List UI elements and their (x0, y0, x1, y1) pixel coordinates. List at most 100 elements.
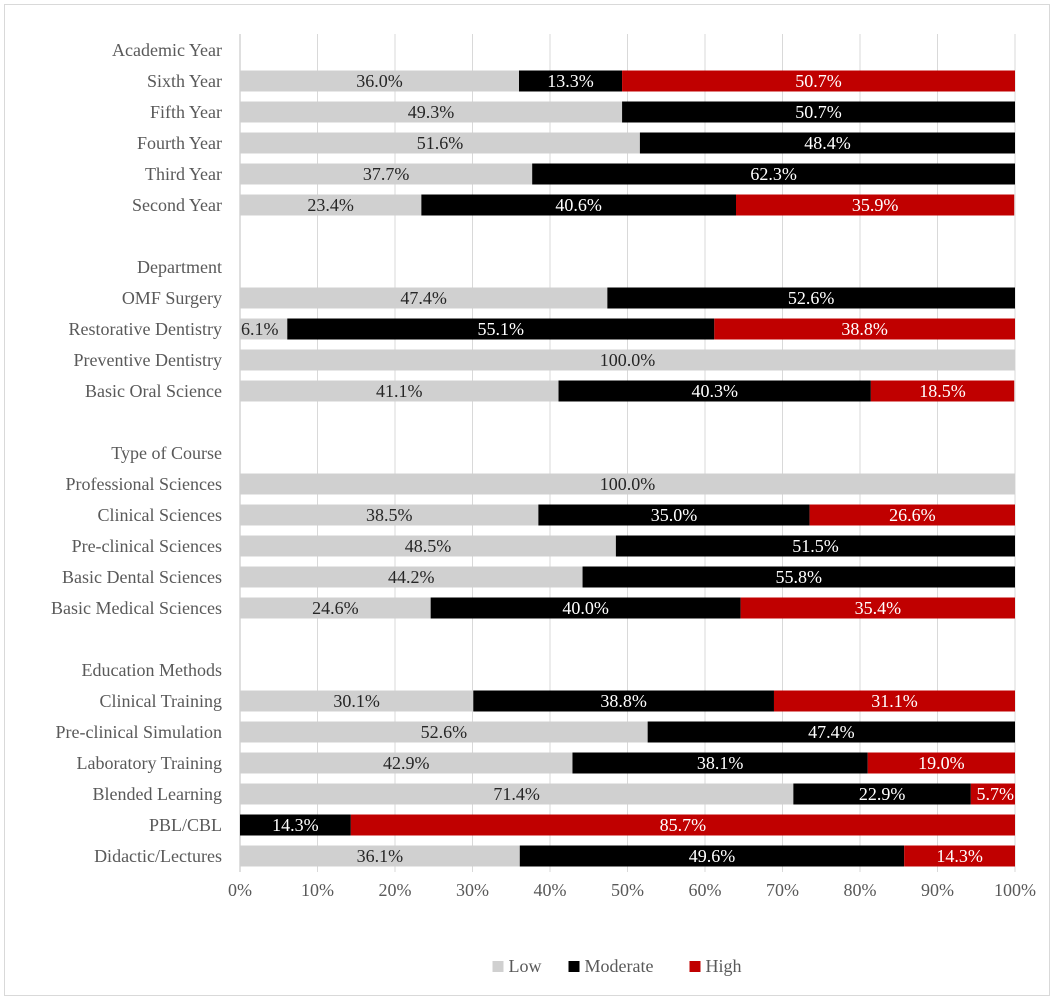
category-label: Pre-clinical Sciences (72, 536, 222, 556)
x-tick-label: 70% (766, 880, 799, 900)
bar-segment-moderate (473, 690, 774, 712)
bar-segment-moderate (430, 597, 741, 619)
x-tick-label: 0% (228, 880, 252, 900)
bar-segment-moderate (532, 163, 1015, 185)
data-label: 48.5% (405, 536, 452, 556)
bar-segment-low (240, 70, 519, 92)
bar-segment-high (714, 318, 1015, 340)
category-label: Basic Oral Science (85, 381, 222, 401)
data-label: 35.9% (852, 195, 899, 215)
bar-segment-low (240, 194, 422, 216)
bar-segment-moderate (519, 845, 905, 867)
data-label: 14.3% (272, 815, 319, 835)
data-label: 48.4% (804, 133, 851, 153)
data-label: 71.4% (493, 784, 540, 804)
data-label: 36.0% (356, 71, 403, 91)
group-header: Education Methods (82, 660, 222, 680)
legend-label: Low (509, 956, 542, 976)
category-label: Basic Medical Sciences (51, 598, 222, 618)
data-label: 40.3% (691, 381, 738, 401)
legend-label: High (706, 956, 742, 976)
bar-segment-high (773, 690, 1015, 712)
bar-segment-high (867, 752, 1015, 774)
data-label: 52.6% (421, 722, 468, 742)
x-tick-label: 60% (689, 880, 722, 900)
data-label: 30.1% (333, 691, 380, 711)
data-label: 23.4% (307, 195, 354, 215)
data-label: 13.3% (547, 71, 594, 91)
data-label: 50.7% (795, 102, 842, 122)
legend-label: Moderate (585, 956, 654, 976)
bar-segment-low (240, 101, 623, 123)
data-label: 40.0% (562, 598, 609, 618)
bar-segment-high (736, 194, 1015, 216)
data-label: 40.6% (555, 195, 602, 215)
data-label: 47.4% (400, 288, 447, 308)
bar-segment-moderate (647, 721, 1015, 743)
bar-segment-high (622, 70, 1015, 92)
bar-segment-moderate (572, 752, 868, 774)
data-label: 5.7% (977, 784, 1015, 804)
legend-swatch-low (492, 961, 504, 972)
data-label: 22.9% (859, 784, 906, 804)
bar-segment-low (240, 845, 520, 867)
data-label: 38.5% (366, 505, 413, 525)
data-label: 14.3% (936, 846, 983, 866)
data-label: 26.6% (889, 505, 936, 525)
bar-segment-low (240, 132, 640, 154)
category-label: PBL/CBL (149, 815, 222, 835)
data-label: 62.3% (750, 164, 797, 184)
bar-segment-moderate (558, 380, 871, 402)
data-label: 36.1% (357, 846, 404, 866)
data-label: 49.6% (689, 846, 736, 866)
data-label: 51.6% (417, 133, 464, 153)
bar-segment-moderate (287, 318, 715, 340)
bar-segment-low (240, 566, 583, 588)
data-label: 18.5% (919, 381, 966, 401)
bar-segment-low (240, 783, 794, 805)
category-label: Fourth Year (137, 133, 222, 153)
category-label: Didactic/Lectures (94, 846, 222, 866)
data-label: 44.2% (388, 567, 435, 587)
category-label: Clinical Sciences (98, 505, 222, 525)
x-tick-label: 100% (994, 880, 1036, 900)
data-label: 19.0% (918, 753, 965, 773)
bar-segment-moderate (639, 132, 1015, 154)
bar-segment-moderate (519, 70, 623, 92)
bar-segment-moderate (538, 504, 810, 526)
data-label: 47.4% (808, 722, 855, 742)
x-tick-label: 20% (379, 880, 412, 900)
legend-swatch-moderate (568, 961, 580, 972)
bar-segment-low (240, 380, 559, 402)
data-label: 42.9% (383, 753, 430, 773)
x-tick-label: 30% (456, 880, 489, 900)
data-label: 52.6% (788, 288, 835, 308)
data-label: 38.1% (697, 753, 744, 773)
bar-segment-low (240, 690, 474, 712)
bar-segment-low (240, 349, 1015, 371)
category-label: OMF Surgery (122, 288, 222, 308)
bar-segment-moderate (615, 535, 1015, 557)
category-label: Fifth Year (150, 102, 222, 122)
data-label: 6.1% (241, 319, 279, 339)
bar-segment-low (240, 597, 431, 619)
bar-segment-low (240, 721, 648, 743)
bar-segment-moderate (582, 566, 1015, 588)
category-label: Sixth Year (147, 71, 222, 91)
data-label: 37.7% (363, 164, 410, 184)
bar-segment-moderate (421, 194, 736, 216)
data-label: 35.4% (855, 598, 902, 618)
data-label: 55.8% (776, 567, 823, 587)
bar-segment-low (240, 535, 616, 557)
category-label: Third Year (145, 164, 222, 184)
legend-swatch-high (689, 961, 701, 972)
data-label: 85.7% (660, 815, 707, 835)
x-tick-label: 10% (301, 880, 334, 900)
bar-segment-low (240, 318, 288, 340)
bar-segment-high (740, 597, 1015, 619)
group-header: Department (137, 257, 222, 277)
data-label: 31.1% (871, 691, 918, 711)
category-label: Clinical Training (99, 691, 222, 711)
bar-segment-low (240, 752, 573, 774)
